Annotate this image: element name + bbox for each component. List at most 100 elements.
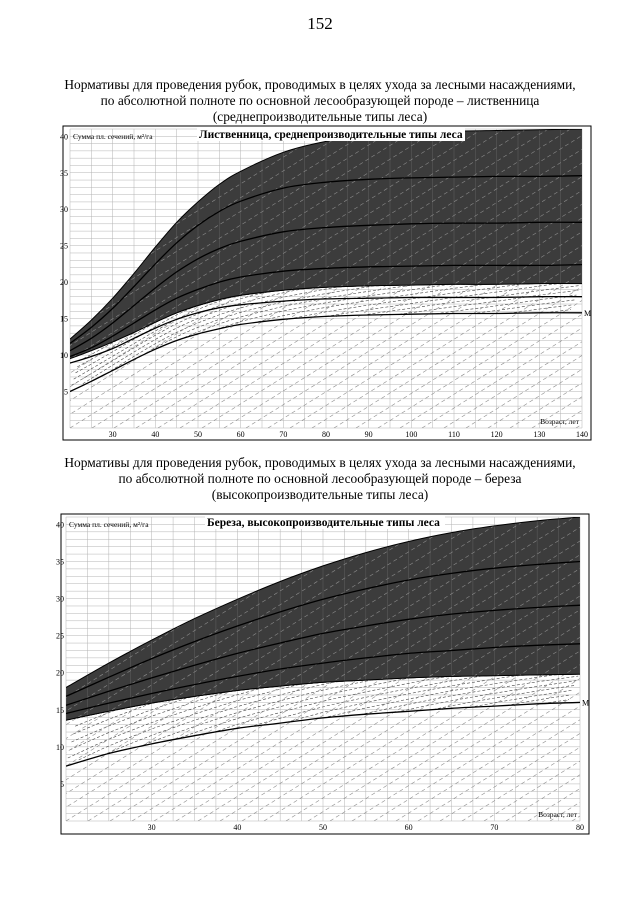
birch-band-hatch-line — [131, 540, 580, 821]
larch-y-tick-20: 20 — [60, 278, 68, 287]
section-1-heading-line-1: Нормативы для проведения рубок, проводим… — [64, 77, 576, 92]
page-number: 152 — [307, 14, 333, 33]
larch-band-hatch-line — [443, 341, 582, 428]
larch-x-tick-40: 40 — [151, 430, 159, 439]
birch-hatch-line — [249, 674, 571, 728]
birch-y-tick-10: 10 — [56, 743, 64, 752]
larch-y-tick-15: 15 — [60, 315, 68, 324]
larch-band-hatch-line — [289, 245, 582, 428]
larch-y-tick-5: 5 — [64, 388, 68, 397]
larch-hatch-line — [545, 309, 572, 314]
larch-x-tick-90: 90 — [365, 430, 373, 439]
larch-y-tick-10: 10 — [60, 351, 68, 360]
birch-hatch-line — [433, 685, 575, 710]
larch-x-tick-130: 130 — [533, 430, 545, 439]
larch-x-axis-label: Возраст, лет — [540, 417, 580, 426]
larch-band-hatch — [70, 129, 640, 428]
birch-y-tick-15: 15 — [56, 706, 64, 715]
larch-hatch-line — [142, 283, 579, 356]
birch-x-tick-70: 70 — [490, 823, 498, 832]
birch-series-5 — [66, 701, 580, 767]
section-2-heading-line-2: по абсолютной полноте по основной лесооб… — [118, 471, 522, 486]
birch-band-hatch-line — [66, 517, 487, 781]
birch-y-tick-40: 40 — [56, 520, 64, 529]
larch-series-1 — [70, 283, 582, 360]
birch-band-hatch-line — [66, 517, 553, 821]
larch-x-tick-100: 100 — [405, 430, 417, 439]
larch-series-2 — [70, 175, 582, 344]
birch-band-hatch-line — [66, 517, 421, 739]
larch-band-hatch-line — [487, 368, 582, 428]
larch-band-hatch-line — [70, 129, 505, 401]
larch-band-hatch-line — [245, 217, 582, 428]
birch-band-hatch-line — [594, 517, 640, 821]
larch-curves — [70, 129, 582, 393]
birch-y-axis-label: Сумма пл. сечений, м²/га — [69, 520, 149, 529]
larch-band-hatch-line — [70, 129, 483, 388]
birch-title: Береза, высокопроизводительные типы леса — [207, 517, 440, 529]
larch-hatch-line — [435, 294, 577, 315]
larch-band-hatch-line — [70, 129, 527, 415]
larch-x-tick-60: 60 — [237, 430, 245, 439]
larch-band-hatch-line — [70, 129, 395, 333]
section-2-heading: Нормативы для проведения рубок, проводим… — [20, 455, 620, 503]
larch-band-hatch-line — [620, 129, 640, 428]
larch-band-hatch-line — [70, 129, 373, 319]
section-2-heading-line-3: (высокопроизводительные типы леса) — [211, 487, 429, 502]
larch-x-tick-120: 120 — [491, 430, 503, 439]
section-1-heading: Нормативы для проведения рубок, проводим… — [20, 77, 620, 125]
larch-band-hatch-line — [267, 231, 582, 428]
larch-y-tick-25: 25 — [60, 242, 68, 251]
birch-band-hatch-line — [616, 517, 640, 821]
section-2-heading-line-1: Нормативы для проведения рубок, проводим… — [64, 455, 576, 470]
birch-hatch-line — [322, 673, 580, 719]
larch-y-tick-40: 40 — [60, 132, 68, 141]
larch-band-hatch-line — [333, 272, 582, 428]
larch-band-hatch-line — [91, 129, 571, 428]
birch-hatch-line — [543, 699, 570, 704]
larch-x-tick-30: 30 — [109, 430, 117, 439]
birch-band-hatch-line — [66, 517, 531, 808]
larch-series-5 — [70, 296, 582, 364]
birch-end-label: М — [582, 698, 589, 707]
birch-series-3 — [66, 604, 580, 706]
larch-band-hatch-line — [201, 190, 582, 428]
larch-band-hatch-line — [70, 129, 439, 360]
birch-hatch-line — [506, 694, 571, 706]
larch-x-tick-80: 80 — [322, 430, 330, 439]
birch-series-1 — [66, 673, 580, 721]
larch-series-0 — [70, 129, 582, 340]
larch-title: Лиственница, среднепроизводительные типы… — [199, 129, 463, 141]
larch-band-hatch-line — [113, 135, 582, 428]
birch-x-tick-60: 60 — [405, 823, 413, 832]
birch-x-tick-80: 80 — [576, 823, 584, 832]
larch-band-hatch-line — [157, 162, 582, 428]
larch-hatch-line — [472, 299, 575, 314]
birch-series-4 — [66, 643, 580, 715]
section-1-heading-line-2: по абсолютной полноте по основной лесооб… — [100, 93, 540, 108]
birch-y-tick-25: 25 — [56, 632, 64, 641]
birch-x-axis-label: Возраст, лет — [538, 810, 578, 819]
section-1-heading-line-3: (среднепроизводительные типы леса) — [212, 109, 428, 124]
larch-series-6 — [70, 312, 582, 393]
birch-y-tick-20: 20 — [56, 669, 64, 678]
birch-band-hatch-line — [66, 517, 509, 794]
larch-hatch-line — [362, 285, 581, 316]
larch-band-hatch-line — [465, 355, 582, 428]
birch-hatch-line — [139, 674, 577, 747]
larch-band-hatch-line — [223, 203, 582, 428]
larch-band-hatch-line — [70, 129, 417, 346]
larch-title-bg — [197, 127, 465, 141]
larch-band-hatch-line — [399, 313, 582, 428]
larch-x-tick-140: 140 — [576, 430, 588, 439]
larch-band-hatch-line — [598, 129, 640, 428]
larch-end-label: М — [584, 309, 591, 318]
larch-x-tick-110: 110 — [448, 430, 460, 439]
birch-y-tick-30: 30 — [56, 595, 64, 604]
birch-hatch-line — [469, 689, 573, 708]
birch-series-0 — [66, 517, 580, 688]
chart-birch: 5 10 15 20 25 30 35 40 30 40 50 60 70 80 Сумма пл. сеч… — [56, 513, 640, 835]
larch-y-axis-label: Сумма пл. сечений, м²/га — [73, 132, 153, 141]
birch-band-hatch-line — [66, 517, 443, 753]
birch-band-hatch-line — [109, 526, 580, 821]
